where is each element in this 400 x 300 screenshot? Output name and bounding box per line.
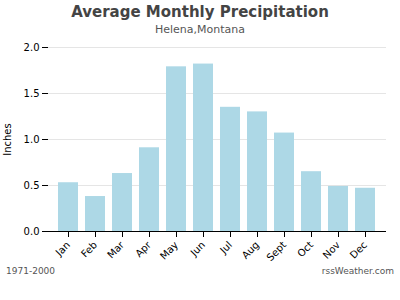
svg-text:Mar: Mar [105,239,127,261]
svg-text:Aug: Aug [240,239,262,261]
svg-text:May: May [158,239,180,261]
svg-text:2.0: 2.0 [24,42,40,53]
svg-text:Jul: Jul [217,239,234,256]
html-text:Helena,Montana: Helena,Montana [155,23,245,36]
svg-text:Oct: Oct [295,239,315,259]
svg-text:Dec: Dec [348,239,369,260]
svg-text:Nov: Nov [321,239,343,261]
svg-text:0.0: 0.0 [24,226,40,237]
html-text:Average Monthly Precipitation: Average Monthly Precipitation [71,3,329,21]
svg-text:Feb: Feb [79,239,99,259]
svg-text:0.5: 0.5 [24,180,40,191]
svg-text:1.0: 1.0 [24,134,40,145]
svg-text:Inches: Inches [2,123,13,156]
html-text:rssWeather.com: rssWeather.com [321,266,394,276]
svg-text:1.5: 1.5 [24,88,40,99]
svg-text:Apr: Apr [133,239,154,260]
svg-text:Sept: Sept [264,239,288,263]
svg-text:Jan: Jan [53,239,72,258]
html-text:1971-2000: 1971-2000 [6,266,56,276]
svg-text:Jun: Jun [188,239,208,259]
